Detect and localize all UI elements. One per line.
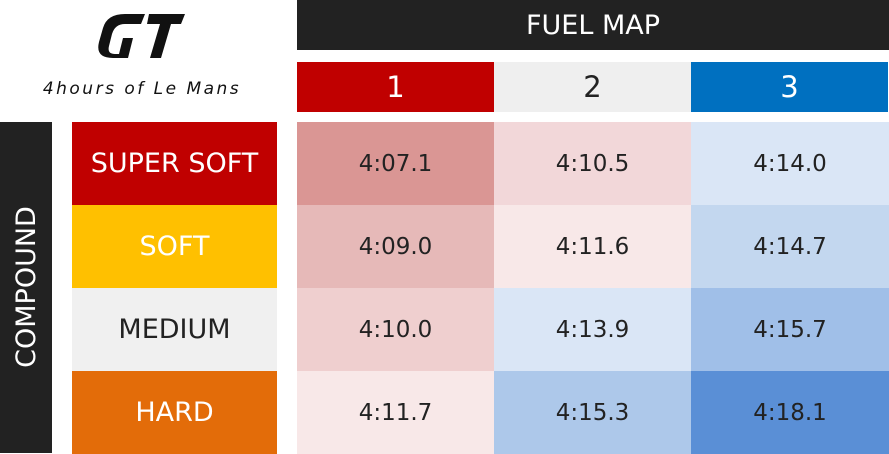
event-title: 4hours of Le Mans bbox=[42, 79, 242, 99]
lap-time-cell-medium-map1: 4:10.0 bbox=[297, 288, 494, 371]
compound-medium: MEDIUM bbox=[72, 288, 277, 371]
compound-hard: HARD bbox=[72, 371, 277, 454]
compound-axis-label: COMPOUND bbox=[10, 206, 42, 368]
compound-axis-bar bbox=[0, 122, 52, 453]
compound-super-soft: SUPER SOFT bbox=[72, 122, 277, 205]
lap-time-cell-super-soft-map1: 4:07.1 bbox=[297, 122, 494, 205]
lap-time-cell-hard-map3: 4:18.1 bbox=[691, 371, 889, 454]
gt-logo-icon bbox=[95, 8, 187, 64]
lap-time-cell-soft-map1: 4:09.0 bbox=[297, 205, 494, 288]
lap-time-cell-soft-map2: 4:11.6 bbox=[494, 205, 691, 288]
lap-time-cell-soft-map3: 4:14.7 bbox=[691, 205, 889, 288]
fuel-map-1-header: 1 bbox=[297, 62, 494, 112]
fuel-map-header: FUEL MAP bbox=[297, 0, 889, 50]
lap-time-cell-medium-map2: 4:13.9 bbox=[494, 288, 691, 371]
lap-time-cell-medium-map3: 4:15.7 bbox=[691, 288, 889, 371]
fuel-map-2-header: 2 bbox=[494, 62, 691, 112]
lap-time-cell-super-soft-map2: 4:10.5 bbox=[494, 122, 691, 205]
compound-soft: SOFT bbox=[72, 205, 277, 288]
fuel-map-3-header: 3 bbox=[691, 62, 888, 112]
lap-time-cell-hard-map1: 4:11.7 bbox=[297, 371, 494, 454]
lap-time-cell-hard-map2: 4:15.3 bbox=[494, 371, 691, 454]
lap-time-cell-super-soft-map3: 4:14.0 bbox=[691, 122, 889, 205]
